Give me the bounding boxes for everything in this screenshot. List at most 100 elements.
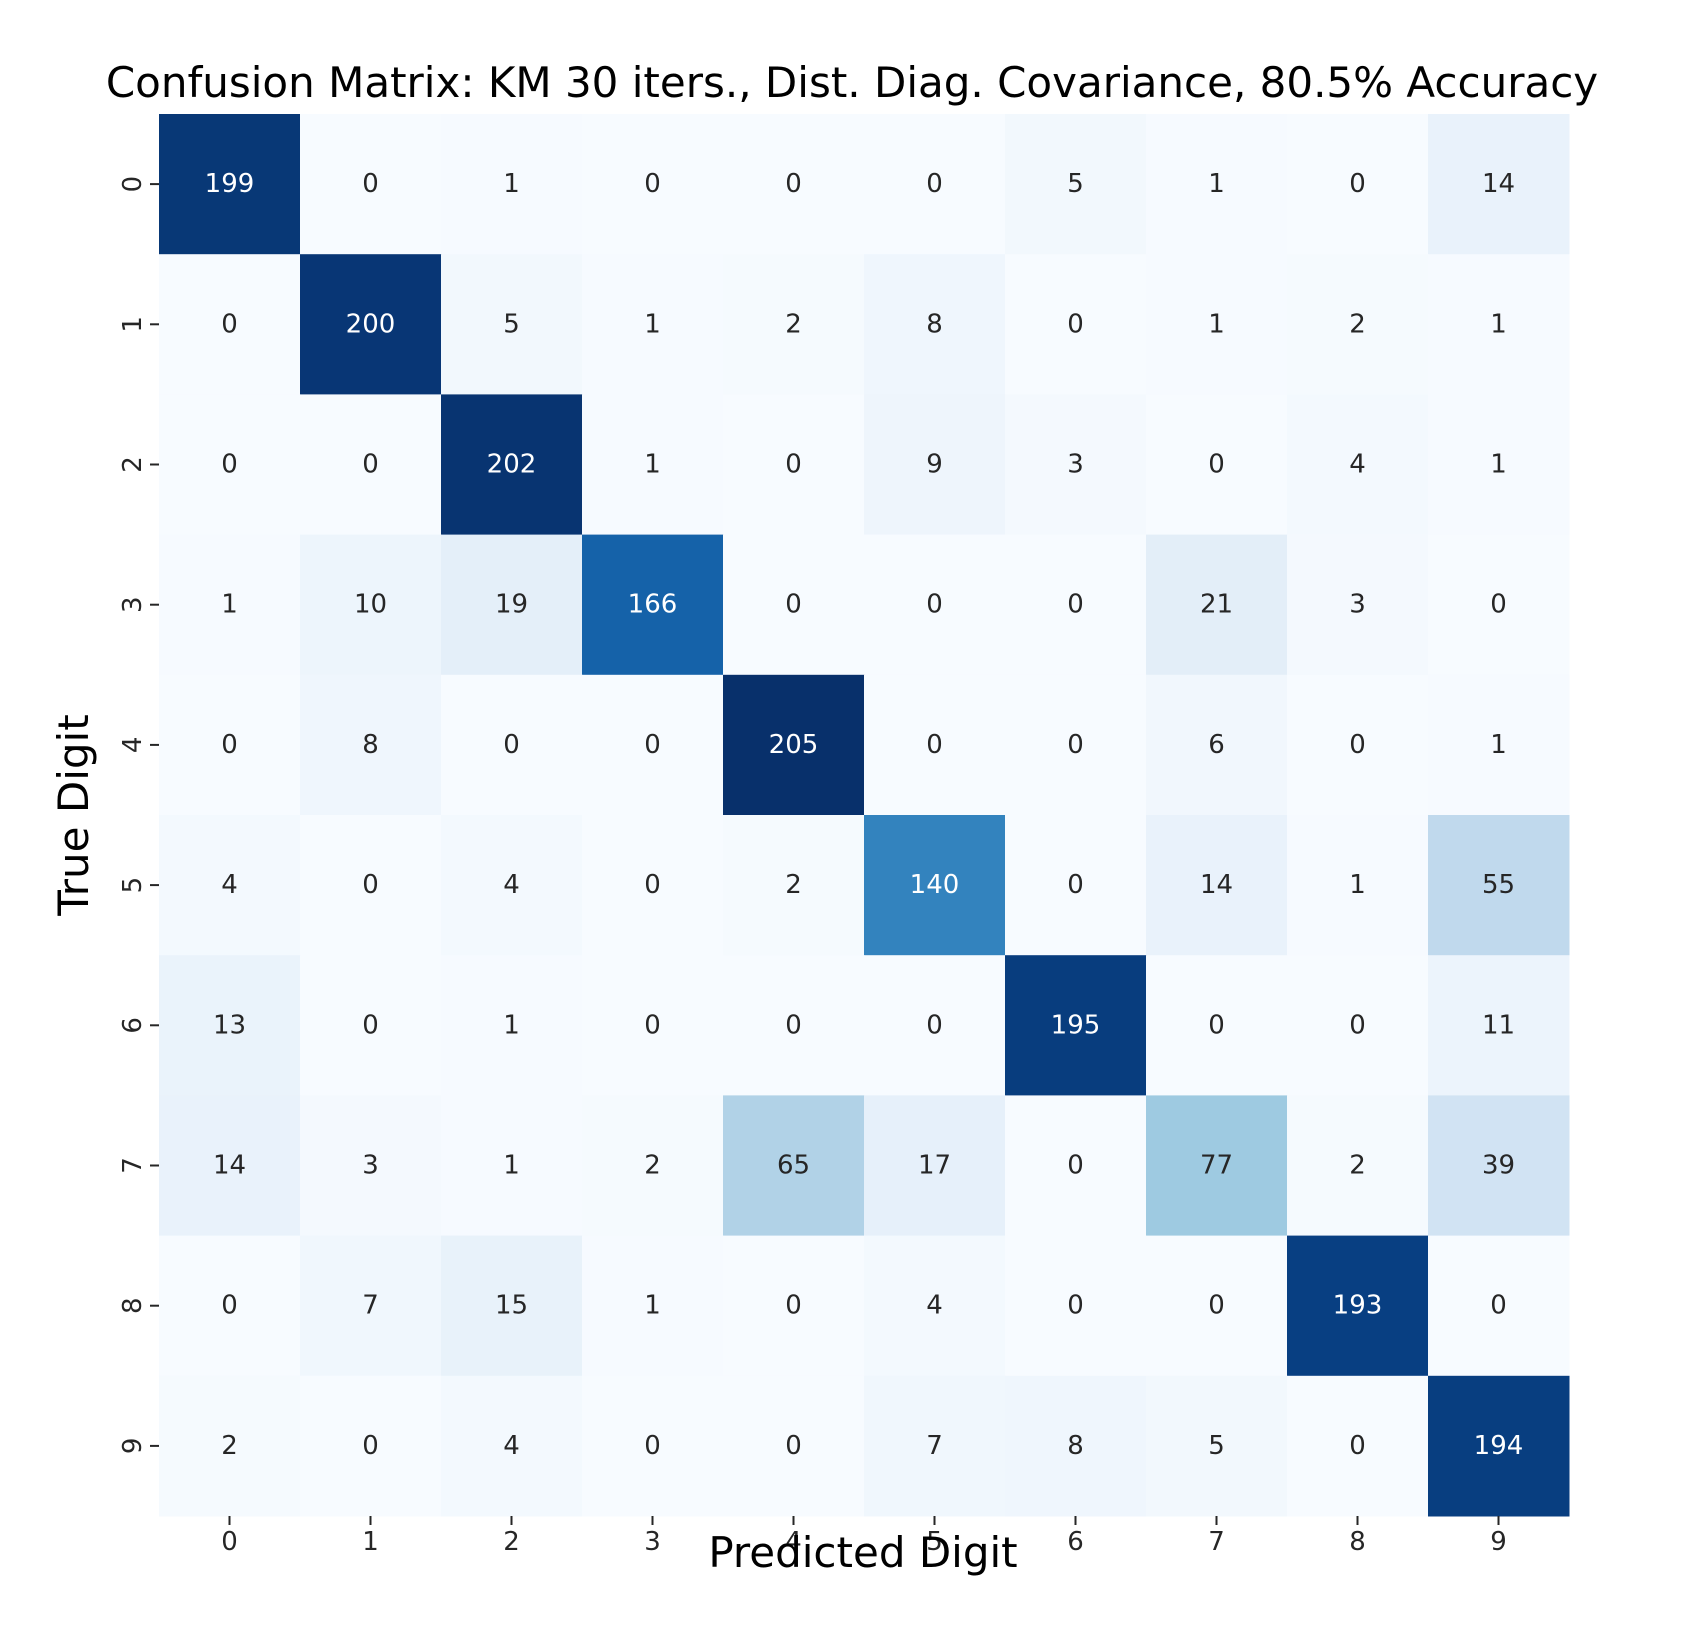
heatmap-cell-2-7 — [1146, 394, 1288, 536]
cell-value-label-0-9: 14 — [1482, 169, 1515, 199]
cell-value-label-4-0: 0 — [221, 730, 238, 760]
y-tick-label-1: 1 — [118, 316, 148, 333]
cell-value-label-2-0: 0 — [221, 450, 238, 480]
heatmap-cell-1-8 — [1287, 254, 1429, 395]
heatmap-cell-4-2 — [441, 674, 583, 816]
cell-value-label-8-8: 193 — [1333, 1291, 1383, 1321]
heatmap-cell-4-6 — [1005, 674, 1147, 816]
heatmap-cell-1-3 — [582, 254, 724, 395]
cell-value-label-3-6: 0 — [1067, 590, 1084, 620]
cell-value-label-5-9: 55 — [1482, 870, 1515, 900]
heatmap-cell-5-5 — [864, 815, 1006, 956]
heatmap-cell-4-9 — [1428, 674, 1570, 816]
cell-value-label-8-3: 1 — [644, 1291, 661, 1321]
heatmap-cell-2-8 — [1287, 394, 1429, 536]
cell-value-label-6-3: 0 — [644, 1010, 661, 1040]
cell-value-label-2-5: 9 — [926, 450, 943, 480]
y-tick-label-7: 7 — [118, 1157, 148, 1174]
y-tick-label-8: 8 — [118, 1297, 148, 1314]
cell-value-label-3-8: 3 — [1349, 590, 1366, 620]
cell-value-label-4-8: 0 — [1349, 730, 1366, 760]
chart-title: Confusion Matrix: KM 30 iters., Dist. Di… — [106, 58, 1598, 107]
x-tick-label-9: 9 — [1490, 1527, 1507, 1557]
cell-value-label-8-4: 0 — [785, 1291, 802, 1321]
cell-value-label-5-2: 4 — [503, 870, 520, 900]
x-tick-label-5: 5 — [926, 1527, 943, 1557]
heatmap-cell-9-1 — [300, 1375, 442, 1517]
cell-value-label-7-3: 2 — [644, 1151, 661, 1181]
heatmap-cell-9-2 — [441, 1375, 583, 1517]
cell-value-label-4-7: 6 — [1208, 730, 1225, 760]
y-tick-label-4: 4 — [118, 737, 148, 754]
cell-value-label-9-6: 8 — [1067, 1431, 1084, 1461]
cell-value-label-4-5: 0 — [926, 730, 943, 760]
heatmap-cell-0-4 — [723, 114, 865, 255]
heatmap-cell-7-8 — [1287, 1095, 1429, 1237]
cell-value-label-4-2: 0 — [503, 730, 520, 760]
cell-value-label-3-4: 0 — [785, 590, 802, 620]
cell-value-label-4-9: 1 — [1490, 730, 1507, 760]
heatmap-cell-3-1 — [300, 534, 442, 676]
cell-value-label-9-7: 5 — [1208, 1431, 1225, 1461]
heatmap-cell-4-4 — [723, 674, 865, 816]
cell-value-label-7-6: 0 — [1067, 1151, 1084, 1181]
cell-value-label-5-6: 0 — [1067, 870, 1084, 900]
cell-value-label-7-9: 39 — [1482, 1151, 1515, 1181]
cell-value-label-7-1: 3 — [362, 1151, 379, 1181]
cell-value-label-8-9: 0 — [1490, 1291, 1507, 1321]
heatmap-cell-9-9 — [1428, 1375, 1570, 1517]
heatmap-cell-8-6 — [1005, 1235, 1147, 1377]
cell-value-label-8-1: 7 — [362, 1291, 379, 1321]
cell-value-label-9-2: 4 — [503, 1431, 520, 1461]
cell-value-label-1-1: 200 — [346, 309, 396, 339]
heatmap-cell-2-2 — [441, 394, 583, 536]
heatmap-cell-3-2 — [441, 534, 583, 676]
cell-value-label-2-3: 1 — [644, 450, 661, 480]
heatmap-cell-5-0 — [159, 815, 301, 956]
heatmap-cell-5-9 — [1428, 815, 1570, 956]
cell-value-label-2-2: 202 — [487, 450, 537, 480]
y-tick-label-5: 5 — [118, 877, 148, 894]
heatmap-cell-9-5 — [864, 1375, 1006, 1517]
heatmap-cell-7-2 — [441, 1095, 583, 1237]
cell-value-label-6-7: 0 — [1208, 1010, 1225, 1040]
cell-value-label-6-9: 11 — [1482, 1010, 1515, 1040]
y-tick-label-3: 3 — [118, 596, 148, 613]
x-tick-label-4: 4 — [785, 1527, 802, 1557]
heatmap-cell-6-4 — [723, 955, 865, 1096]
cell-value-label-0-5: 0 — [926, 169, 943, 199]
x-tick-label-0: 0 — [221, 1527, 238, 1557]
y-tick-label-6: 6 — [118, 1017, 148, 1034]
heatmap-cell-6-9 — [1428, 955, 1570, 1096]
heatmap-cell-7-7 — [1146, 1095, 1288, 1237]
heatmap-cell-6-3 — [582, 955, 724, 1096]
cell-value-label-3-9: 0 — [1490, 590, 1507, 620]
x-tick-label-2: 2 — [503, 1527, 520, 1557]
heatmap-cell-2-3 — [582, 394, 724, 536]
heatmap-cell-8-7 — [1146, 1235, 1288, 1377]
heatmap-cell-5-3 — [582, 815, 724, 956]
cell-value-label-6-4: 0 — [785, 1010, 802, 1040]
cell-value-label-2-8: 4 — [1349, 450, 1366, 480]
heatmap-cell-8-1 — [300, 1235, 442, 1377]
heatmap-cell-0-2 — [441, 114, 583, 255]
cell-value-label-1-8: 2 — [1349, 309, 1366, 339]
y-axis-label: True Digit — [49, 714, 98, 916]
heatmap-cell-3-3 — [582, 534, 724, 676]
heatmap-cell-3-4 — [723, 534, 865, 676]
cell-value-label-2-4: 0 — [785, 450, 802, 480]
heatmap-cell-8-8 — [1287, 1235, 1429, 1377]
cell-value-label-3-7: 21 — [1200, 590, 1233, 620]
heatmap-cell-1-9 — [1428, 254, 1570, 395]
heatmap-cell-9-3 — [582, 1375, 724, 1517]
cell-value-label-1-6: 0 — [1067, 309, 1084, 339]
heatmap-cell-8-3 — [582, 1235, 724, 1377]
cell-value-label-0-4: 0 — [785, 169, 802, 199]
cell-value-label-8-5: 4 — [926, 1291, 943, 1321]
heatmap-cell-4-1 — [300, 674, 442, 816]
heatmap-cell-0-1 — [300, 114, 442, 255]
heatmap-cell-2-4 — [723, 394, 865, 536]
cell-value-label-7-7: 77 — [1200, 1151, 1233, 1181]
heatmap-cell-9-8 — [1287, 1375, 1429, 1517]
x-tick-label-8: 8 — [1349, 1527, 1366, 1557]
